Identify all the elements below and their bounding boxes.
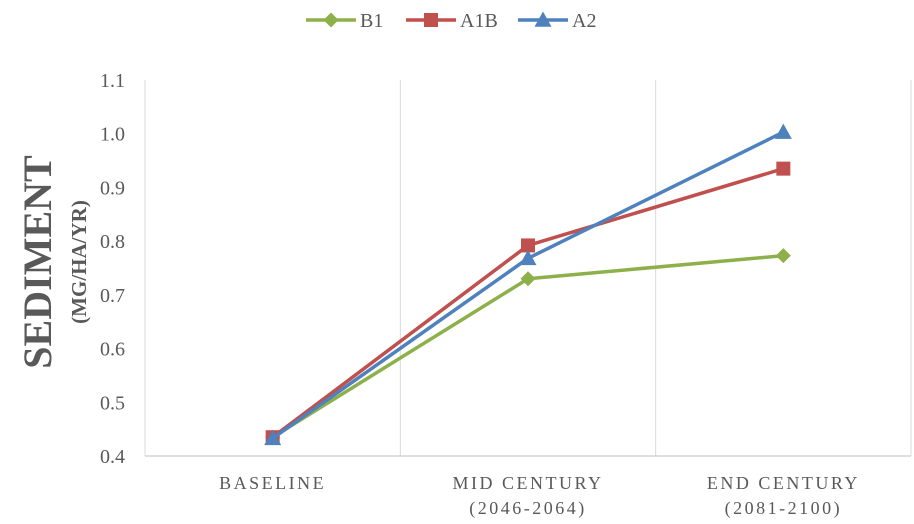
x-category-label: MID CENTURY — [452, 473, 603, 493]
axis-layer: 0.4 0.5 0.6 0.7 0.8 0.9 1.0 1.1 BASELINE MID CENT… — [100, 70, 911, 519]
series-b1 — [265, 248, 791, 445]
data-point-a1b — [776, 161, 791, 176]
legend-marker — [534, 11, 552, 27]
legend-label: B1 — [360, 10, 383, 32]
data-point-a1b — [521, 238, 535, 253]
legend-label: A2 — [572, 10, 596, 32]
data-point-b1 — [520, 271, 536, 287]
x-category-label: END CENTURY — [707, 473, 860, 493]
legend-marker — [323, 12, 339, 28]
series-a2 — [264, 123, 792, 446]
legend-marker — [424, 13, 438, 27]
x-category-label: BASELINE — [219, 473, 326, 493]
y-tick-label: 0.6 — [100, 339, 125, 361]
y-tick-label: 0.5 — [100, 392, 125, 414]
y-tick-label: 0.9 — [100, 177, 125, 199]
data-point-b1 — [775, 248, 791, 264]
y-axis-title: SEDIMENT (MG/HA/YR) — [15, 155, 91, 369]
data-point-a2 — [519, 249, 537, 266]
y-tick-label: 1.1 — [100, 70, 125, 92]
y-axis-label: SEDIMENT — [15, 155, 60, 369]
x-category-label: (2046-2064) — [469, 498, 586, 519]
y-axis-unit-label: (MG/HA/YR) — [67, 200, 91, 324]
data-point-a2 — [264, 429, 282, 446]
y-tick-label: 0.7 — [100, 285, 125, 307]
y-tick-label: 0.4 — [100, 446, 125, 468]
legend-item-a1b: A1B — [406, 10, 498, 32]
grid-layer — [144, 80, 912, 456]
series-a1b — [265, 161, 791, 445]
legend-item-b1: B1 — [306, 10, 383, 32]
x-category-label: (2081-2100) — [725, 498, 842, 519]
y-tick-label: 1.0 — [100, 124, 125, 146]
y-tick-label: 0.8 — [100, 231, 125, 253]
series-line-a1b — [271, 166, 784, 439]
legend-label: A1B — [460, 10, 498, 32]
data-point-a2 — [774, 123, 792, 139]
series-layer — [264, 123, 792, 446]
legend-item-a2: A2 — [518, 10, 596, 32]
legend: B1 A1B A2 — [306, 10, 596, 32]
